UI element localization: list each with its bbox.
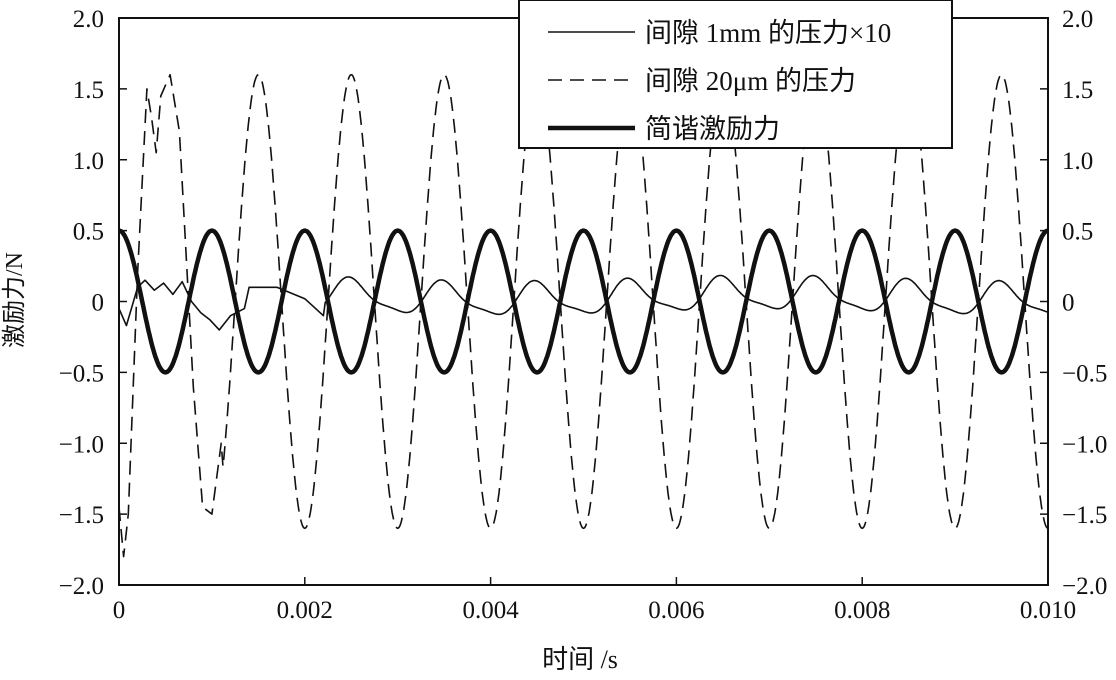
y-tick-label-right: −2.0 — [1062, 573, 1107, 600]
y-tick-label-right: 0.5 — [1062, 219, 1093, 246]
y-tick-label-left: 0.5 — [73, 219, 104, 246]
axis-ticks: 0 0.002 0.004 0.006 0.008 0.010 2.0 2.0 1.5 1.5 1.… — [59, 6, 1108, 624]
y-tick-label-left: 1.5 — [73, 77, 104, 104]
series-line-3 — [119, 228, 1048, 375]
legend-label-20um: 间隙 20μm 的压力 — [645, 66, 856, 96]
x-tick-label: 0.010 — [1020, 597, 1076, 624]
legend-label-harmonic: 简谐激励力 — [645, 114, 780, 144]
x-tick-label: 0.004 — [462, 597, 519, 624]
x-tick-label: 0.002 — [277, 597, 333, 624]
y-tick-label-right: −1.0 — [1062, 431, 1107, 458]
y-tick-label-left: 2.0 — [73, 6, 104, 33]
x-tick-label: 0.008 — [834, 597, 890, 624]
legend-label-1mm: 间隙 1mm 的压力×10 — [645, 18, 891, 48]
x-tick-label: 0 — [113, 597, 126, 624]
legend: 间隙 1mm 的压力×10 间隙 20μm 的压力 简谐激励力 — [518, 0, 953, 149]
legend-box — [518, 0, 953, 149]
y-tick-label-right: 1.0 — [1062, 148, 1093, 175]
y-tick-label-right: −0.5 — [1062, 360, 1107, 387]
y-tick-label-left: −1.0 — [59, 431, 104, 458]
y-tick-label-right: 1.5 — [1062, 77, 1093, 104]
y-tick-label-left: −1.5 — [59, 502, 104, 529]
y-tick-label-left: −2.0 — [59, 573, 104, 600]
y-tick-label-left: 1.0 — [73, 148, 104, 175]
y-tick-label-left: 0 — [92, 290, 105, 317]
y-tick-label-right: −1.5 — [1062, 502, 1107, 529]
y-tick-label-right: 0 — [1062, 290, 1075, 317]
y-axis-label: 激励力/N — [1, 252, 28, 348]
series-line-1 — [119, 274, 1048, 331]
y-tick-label-right: 2.0 — [1062, 6, 1093, 33]
x-tick-label: 0.006 — [648, 597, 704, 624]
x-axis-label: 时间 /s — [542, 645, 618, 674]
y-tick-label-left: −0.5 — [59, 360, 104, 387]
